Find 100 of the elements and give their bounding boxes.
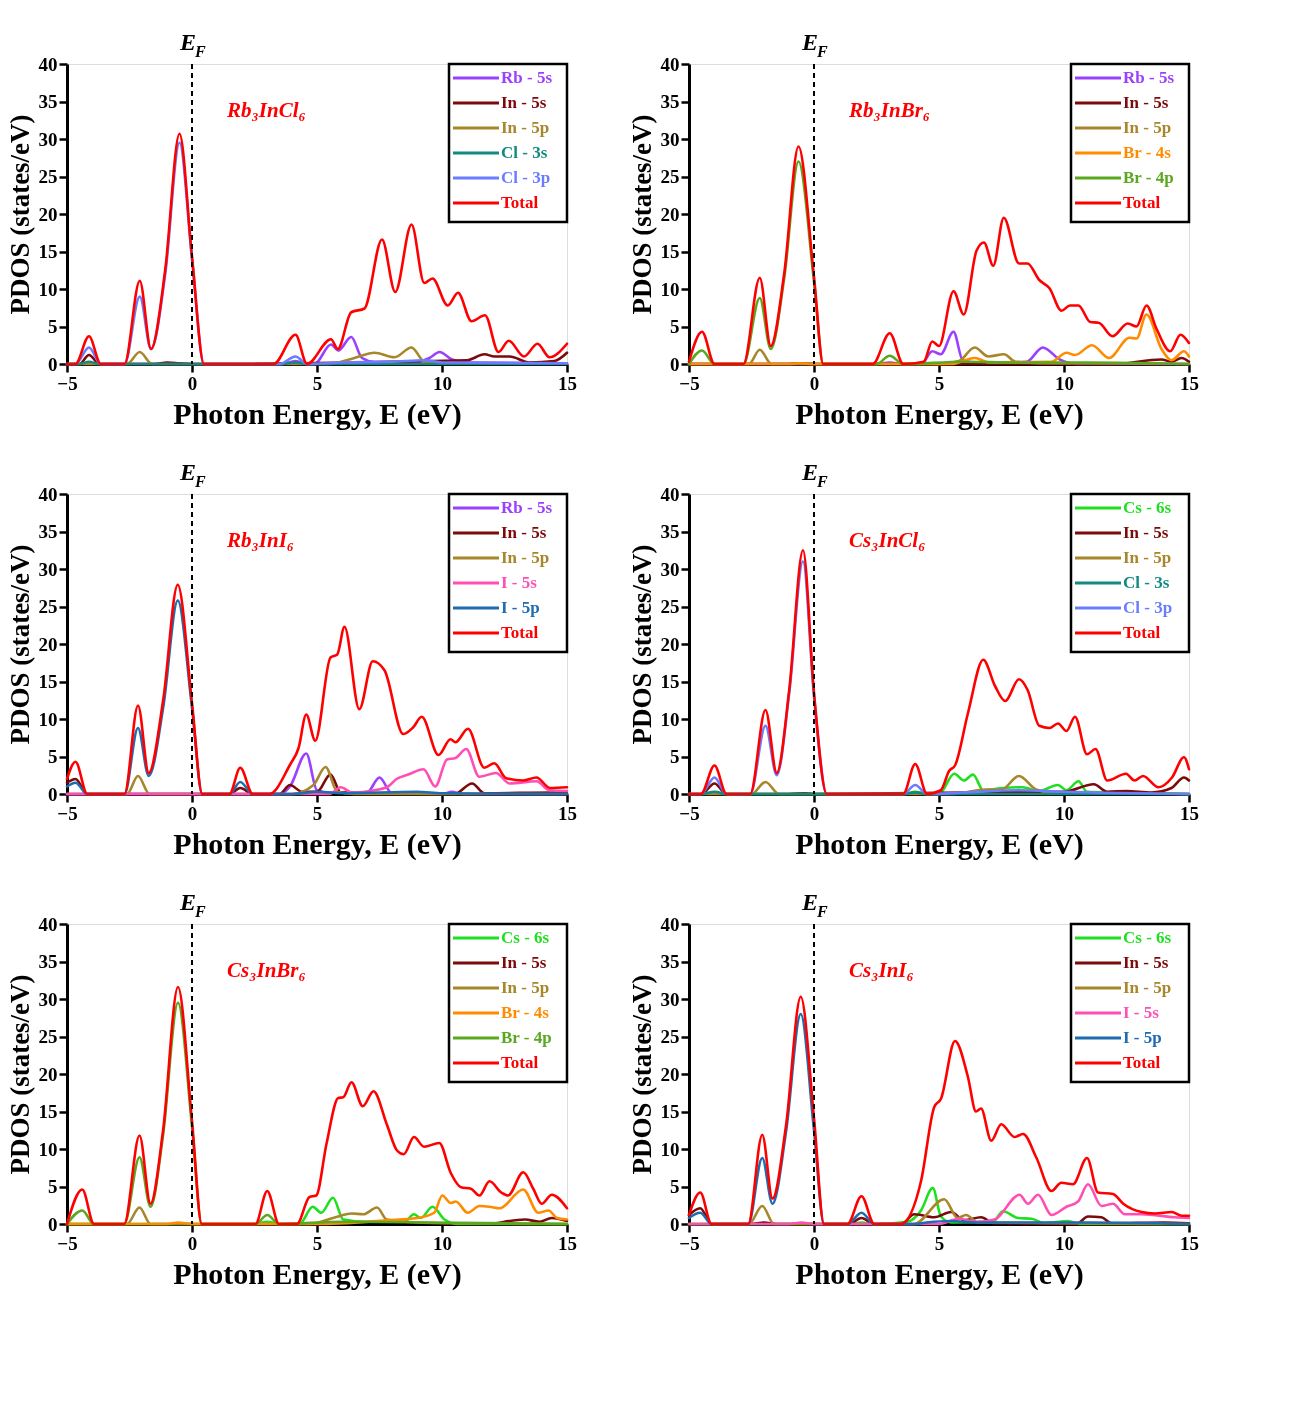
y-tick-label: 10 — [38, 708, 58, 730]
y-tick-label: 0 — [670, 783, 680, 805]
legend-label: Cl - 3p — [1123, 598, 1173, 617]
legend-label: Br - 4s — [501, 1003, 550, 1022]
x-tick-label: −5 — [57, 1232, 78, 1254]
x-axis-title: Photon Energy, E (eV) — [173, 396, 462, 431]
legend-label: Total — [1123, 1053, 1161, 1072]
legend-label: Cl - 3p — [501, 168, 551, 187]
x-tick-label: 0 — [809, 802, 820, 824]
y-tick-label: 30 — [38, 558, 58, 580]
legend-label: Cs - 6s — [1123, 498, 1172, 517]
y-axis-title: PDOS (states/eV) — [4, 974, 35, 1175]
legend-label: In - 5p — [1123, 548, 1172, 567]
y-tick-label: 0 — [48, 1213, 58, 1235]
legend-label: In - 5s — [1123, 953, 1169, 972]
x-tick-label: 5 — [312, 372, 323, 394]
x-tick-label: 5 — [312, 802, 323, 824]
y-axis-title: PDOS (states/eV) — [4, 114, 35, 315]
y-tick-label: 15 — [660, 241, 680, 262]
y-tick-label: 25 — [660, 1026, 680, 1047]
x-tick-label: −5 — [679, 372, 700, 394]
y-tick-label: 20 — [38, 633, 58, 655]
annotation: Rb₃InI₆ — [226, 527, 295, 552]
y-tick-label: 15 — [38, 671, 58, 692]
x-axis-title: Photon Energy, E (eV) — [795, 1256, 1084, 1291]
annotation: Rb₃InBr₆ — [848, 97, 931, 122]
y-tick-label: 35 — [660, 951, 680, 972]
y-tick-label: 15 — [660, 1101, 680, 1122]
y-tick-label: 40 — [38, 483, 58, 505]
x-tick-label: −5 — [679, 1232, 700, 1254]
y-tick-label: 35 — [38, 521, 58, 542]
y-tick-label: 5 — [670, 1176, 680, 1197]
y-tick-label: 30 — [660, 558, 680, 580]
x-tick-label: 5 — [312, 1232, 323, 1254]
y-tick-label: 0 — [670, 1213, 680, 1235]
legend-label: Br - 4p — [501, 1028, 552, 1047]
legend-label: Cs - 6s — [1123, 928, 1172, 947]
x-axis-title: Photon Energy, E (eV) — [173, 1256, 462, 1291]
y-tick-label: 40 — [38, 913, 58, 935]
legend-label: Br - 4s — [1123, 143, 1172, 162]
y-tick-label: 10 — [660, 278, 680, 300]
y-tick-label: 25 — [38, 1026, 58, 1047]
legend-label: In - 5s — [1123, 93, 1169, 112]
x-tick-label: 15 — [1180, 1232, 1199, 1254]
y-tick-label: 15 — [38, 241, 58, 262]
x-tick-label: 10 — [1055, 802, 1074, 824]
legend-label: In - 5p — [1123, 978, 1172, 997]
y-axis-title: PDOS (states/eV) — [626, 974, 657, 1175]
y-tick-label: 25 — [38, 596, 58, 617]
legend-label: In - 5s — [501, 523, 547, 542]
legend-label: In - 5p — [501, 548, 550, 567]
annotation: Rb₃InCl₆ — [226, 97, 306, 122]
y-tick-label: 20 — [38, 1063, 58, 1085]
x-tick-label: 10 — [1055, 372, 1074, 394]
y-tick-label: 30 — [660, 128, 680, 150]
x-tick-label: 5 — [934, 1232, 945, 1254]
x-tick-label: 10 — [433, 372, 452, 394]
x-tick-label: 10 — [433, 802, 452, 824]
legend-label: In - 5s — [1123, 523, 1169, 542]
legend-label: I - 5p — [1123, 1028, 1162, 1047]
x-tick-label: 15 — [1180, 802, 1199, 824]
legend-label: In - 5s — [501, 93, 547, 112]
legend-label: Total — [1123, 623, 1161, 642]
legend-label: In - 5s — [501, 953, 547, 972]
legend-label: I - 5p — [501, 598, 540, 617]
y-tick-label: 10 — [660, 1138, 680, 1160]
y-tick-label: 25 — [660, 596, 680, 617]
legend-label: Rb - 5s — [501, 68, 553, 87]
x-tick-label: 15 — [558, 1232, 577, 1254]
y-tick-label: 30 — [38, 128, 58, 150]
annotation: Cs₃InI₆ — [849, 957, 914, 982]
y-tick-label: 25 — [38, 166, 58, 187]
y-tick-label: 30 — [38, 988, 58, 1010]
legend-label: In - 5p — [501, 978, 550, 997]
x-tick-label: 0 — [187, 1232, 198, 1254]
y-axis-title: PDOS (states/eV) — [626, 114, 657, 315]
legend-label: Total — [501, 193, 539, 212]
y-tick-label: 10 — [38, 278, 58, 300]
y-tick-label: 5 — [48, 316, 58, 337]
y-tick-label: 40 — [660, 53, 680, 75]
x-tick-label: 0 — [187, 802, 198, 824]
legend-label: Total — [501, 623, 539, 642]
y-tick-label: 20 — [38, 203, 58, 225]
x-axis-title: Photon Energy, E (eV) — [795, 396, 1084, 431]
legend-label: Rb - 5s — [501, 498, 553, 517]
x-tick-label: 10 — [433, 1232, 452, 1254]
y-axis-title: PDOS (states/eV) — [4, 544, 35, 745]
y-tick-label: 5 — [670, 316, 680, 337]
y-tick-label: 35 — [660, 521, 680, 542]
legend-label: I - 5s — [501, 573, 538, 592]
x-tick-label: 0 — [809, 1232, 820, 1254]
y-tick-label: 15 — [38, 1101, 58, 1122]
x-tick-label: 15 — [558, 802, 577, 824]
y-tick-label: 35 — [660, 91, 680, 112]
y-tick-label: 5 — [670, 746, 680, 767]
legend-label: I - 5s — [1123, 1003, 1160, 1022]
legend-label: In - 5p — [1123, 118, 1172, 137]
y-tick-label: 15 — [660, 671, 680, 692]
x-axis-title: Photon Energy, E (eV) — [173, 826, 462, 861]
y-tick-label: 5 — [48, 1176, 58, 1197]
